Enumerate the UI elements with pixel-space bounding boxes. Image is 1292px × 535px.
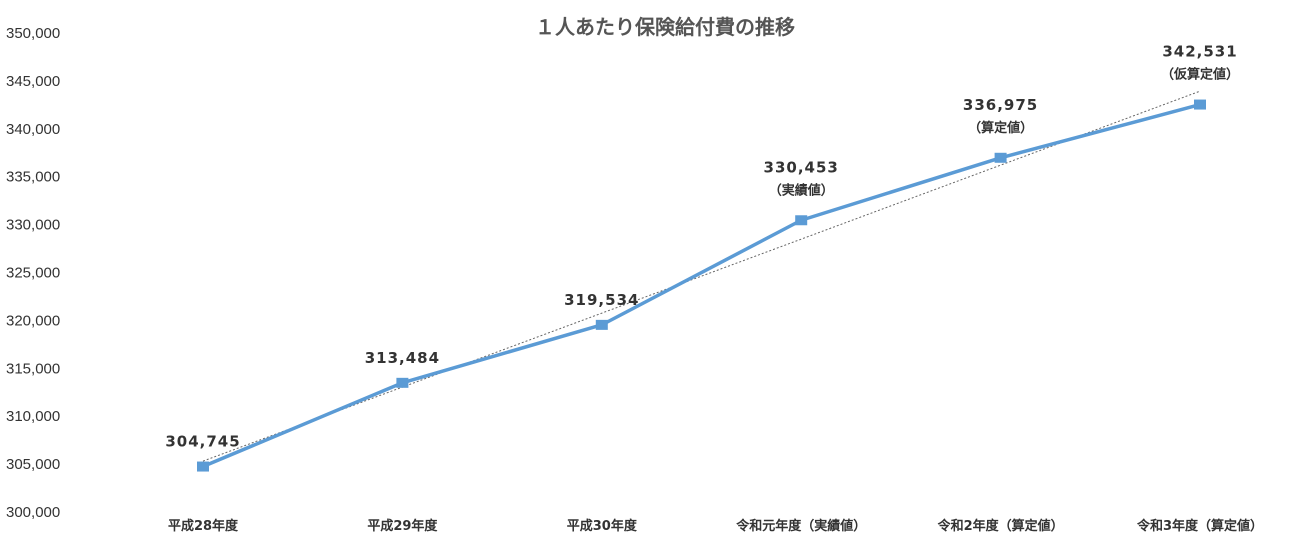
y-tick-label: 315,000 [6, 360, 60, 377]
data-label-note: （実績値） [769, 182, 834, 198]
x-tick-label: 令和3年度（算定値） [1137, 518, 1263, 534]
data-label: 319,534 [564, 291, 639, 309]
y-tick-label: 325,000 [6, 265, 60, 282]
y-tick-label: 305,000 [6, 456, 60, 473]
x-tick-label: 令和2年度（算定値） [938, 518, 1064, 534]
y-tick-label: 350,000 [6, 25, 60, 42]
y-tick-label: 335,000 [6, 169, 60, 186]
data-label: 330,453 [764, 158, 839, 176]
y-tick-label: 330,000 [6, 217, 60, 234]
series-line [202, 102, 1201, 469]
y-tick-label: 345,000 [6, 73, 60, 90]
data-labels: 304,745 313,484 319,534 330,453 （実績値） 336,975… [165, 43, 1239, 451]
data-point [1194, 99, 1206, 110]
data-point [994, 152, 1007, 163]
y-tick-label: 300,000 [6, 504, 60, 521]
data-label: 342,531 [1162, 43, 1237, 61]
x-axis: 平成28年度 平成29年度 平成30年度 令和元年度（実績値） 令和2年度（算定値） 令和… [168, 518, 1263, 534]
data-point [197, 461, 209, 472]
trendline [202, 90, 1201, 462]
series-markers [197, 99, 1206, 472]
data-point [795, 215, 808, 226]
data-label: 313,484 [365, 349, 440, 367]
chart-title: １人あたり保険給付費の推移 [535, 15, 795, 39]
data-point [396, 377, 409, 388]
series-polyline [202, 102, 1201, 469]
data-label: 336,975 [963, 96, 1038, 114]
x-tick-label: 平成30年度 [567, 518, 638, 534]
y-tick-label: 310,000 [6, 408, 60, 425]
x-tick-label: 平成29年度 [367, 518, 438, 534]
y-axis: 300,000 305,000 310,000 315,000 320,000 325,0… [6, 25, 60, 521]
data-label-note: （算定値） [968, 120, 1033, 136]
x-tick-label: 平成28年度 [168, 518, 239, 534]
y-tick-label: 340,000 [6, 121, 60, 138]
data-point [595, 319, 608, 330]
data-label-note: （仮算定値） [1161, 67, 1239, 83]
y-tick-label: 320,000 [6, 312, 60, 329]
x-tick-label: 令和元年度（実績値） [736, 518, 866, 534]
trendline-path [202, 90, 1201, 462]
data-label: 304,745 [165, 433, 240, 451]
